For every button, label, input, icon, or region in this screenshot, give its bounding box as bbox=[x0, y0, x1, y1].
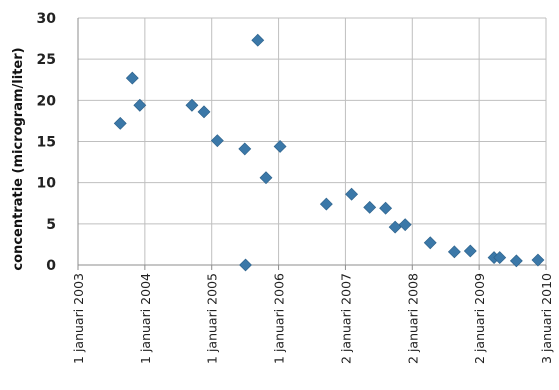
data-point-marker bbox=[251, 33, 265, 47]
gridlines bbox=[77, 17, 547, 265]
x-tick-labels: 1 januari 2003 1 januari 2004 1 januari 20… bbox=[71, 273, 554, 364]
x-tick-label: 2 januari 2009 bbox=[472, 273, 487, 364]
x-tick-label: 1 januari 2003 bbox=[71, 273, 86, 364]
y-tick-label: 10 bbox=[37, 176, 57, 192]
y-tick-label: 25 bbox=[37, 52, 56, 68]
data-point-marker bbox=[239, 258, 252, 272]
data-point-marker bbox=[319, 197, 333, 211]
data-point-marker bbox=[463, 244, 477, 258]
data-point-marker bbox=[531, 253, 545, 267]
data-point-marker bbox=[210, 134, 224, 148]
y-axis-label: concentratie (microgram/liter) bbox=[11, 47, 26, 270]
data-point-marker bbox=[238, 142, 252, 156]
data-point-marker bbox=[185, 98, 199, 112]
data-point-marker bbox=[125, 71, 139, 85]
x-tick-label: 1 januari 2004 bbox=[138, 273, 153, 364]
data-point-marker bbox=[493, 251, 507, 265]
x-tick-label: 2 januari 2008 bbox=[405, 273, 420, 364]
data-point-marker bbox=[113, 116, 127, 130]
data-point-marker bbox=[197, 105, 211, 119]
data-point-marker bbox=[398, 218, 412, 232]
data-point-marker bbox=[447, 245, 461, 259]
data-point-marker bbox=[133, 98, 147, 112]
y-tick-label: 20 bbox=[37, 93, 57, 109]
data-point-marker bbox=[509, 254, 523, 268]
data-points bbox=[113, 33, 545, 272]
x-tick-label: 1 januari 2005 bbox=[205, 273, 220, 364]
x-tick-label: 3 januari 2010 bbox=[539, 273, 554, 364]
y-tick-label: 5 bbox=[46, 217, 56, 233]
x-tick-label: 1 januari 2006 bbox=[272, 273, 287, 364]
data-point-marker bbox=[423, 236, 437, 250]
data-point-marker bbox=[363, 200, 377, 214]
data-point-marker bbox=[345, 187, 359, 201]
y-tick-label: 15 bbox=[37, 135, 56, 151]
y-tick-label: 0 bbox=[46, 258, 56, 274]
y-tick-label: 30 bbox=[37, 11, 57, 27]
data-point-marker bbox=[259, 171, 273, 185]
x-tick-label: 2 januari 2007 bbox=[338, 273, 353, 364]
data-point-marker bbox=[388, 220, 402, 234]
data-point-marker bbox=[379, 201, 393, 215]
y-tick-labels: 0 5 10 15 20 25 30 bbox=[37, 11, 57, 274]
axes bbox=[77, 18, 547, 270]
data-point-marker bbox=[273, 140, 287, 153]
